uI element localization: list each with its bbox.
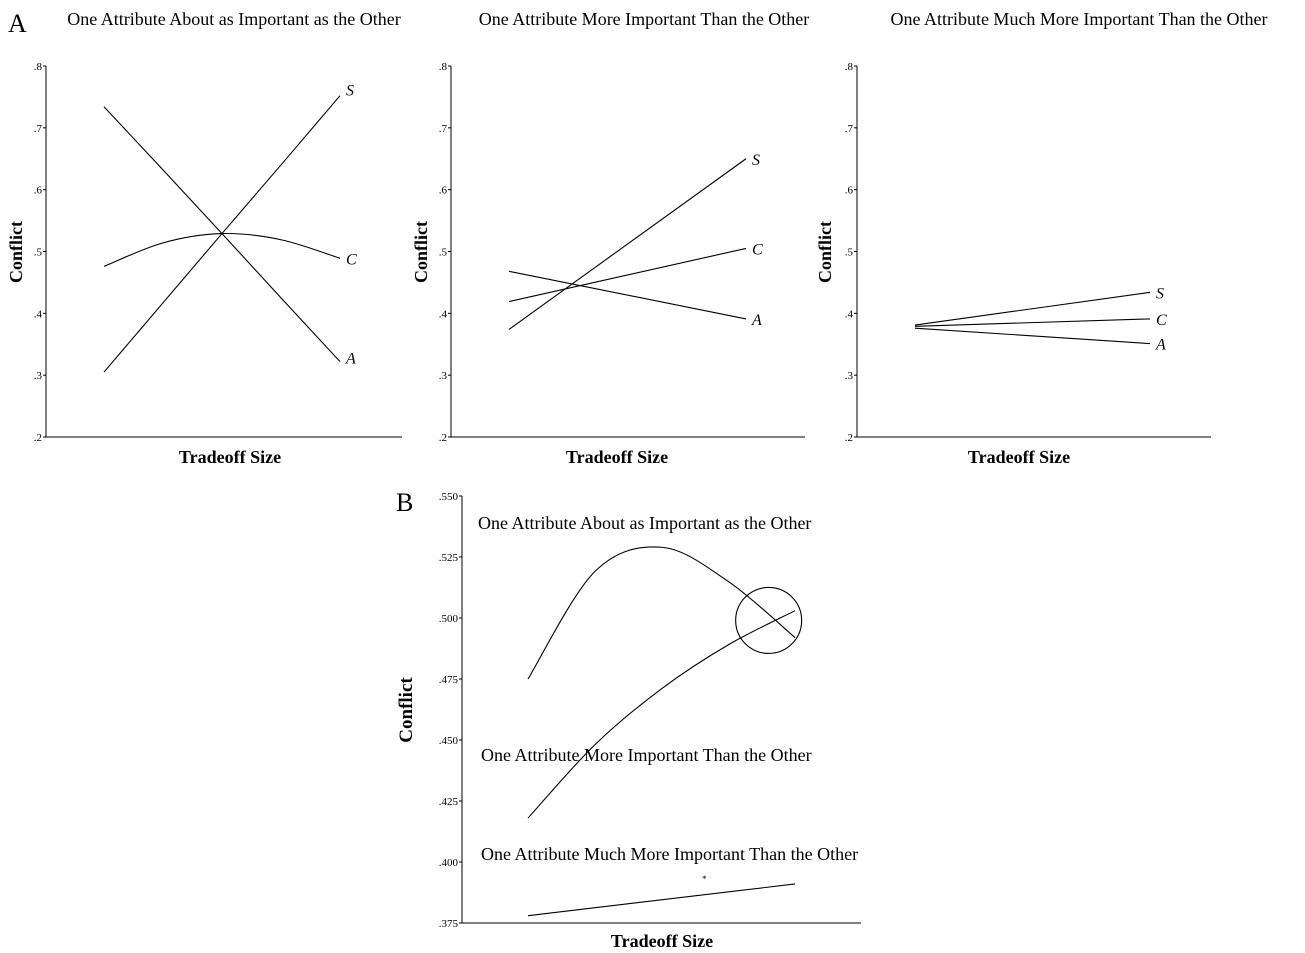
chart-b-ylabel: Conflict [396, 677, 417, 743]
chart-a2-y-tick-label: .3 [439, 370, 448, 382]
chart-a1-y-tick-label: .7 [34, 123, 43, 135]
chart-a1-y-tick-label: .3 [34, 370, 43, 382]
panel-a-letter: A [8, 9, 27, 38]
chart-a2-series: S C A [508, 152, 763, 330]
chart-b-y-tick-label: .525 [439, 552, 459, 564]
chart-a3-series-c [914, 318, 1151, 327]
chart-a2-xlabel: Tradeoff Size [566, 447, 668, 467]
chart-a3-y-tick-label: .5 [845, 247, 854, 259]
chart-a3-series-label-c: C [1156, 312, 1167, 329]
chart-a3-y-tick-label: .4 [845, 308, 854, 320]
chart-a3-y-tick-label: .6 [845, 185, 854, 197]
chart-a2: One Attribute More Important Than the Ot… [411, 9, 809, 467]
chart-a2-y-tick-label: .2 [439, 432, 447, 444]
chart-b-xlabel: Tradeoff Size [611, 931, 713, 951]
chart-b-series [527, 546, 803, 917]
chart-a1-xlabel: Tradeoff Size [179, 447, 281, 467]
chart-b: .375 .400 .425 .450 .475 .500 .525 .550 One Att… [396, 491, 861, 951]
chart-b-axes [461, 496, 861, 924]
chart-a3-series-label-a: A [1155, 337, 1166, 354]
chart-a2-y-tick-label: .7 [439, 123, 448, 135]
chart-b-y-tick-label: .400 [439, 857, 459, 869]
chart-a2-series-label-a: A [751, 312, 762, 329]
chart-b-series-label-1: One Attribute About as Important as the … [478, 513, 811, 533]
chart-a3-y-tick-label: .3 [845, 370, 854, 382]
chart-b-y-tick-label: .475 [439, 674, 459, 686]
chart-b-series-label-3: One Attribute Much More Important Than t… [481, 844, 858, 864]
chart-b-y-tick-label: .450 [439, 735, 459, 747]
chart-b-y-tick-label: .500 [439, 613, 459, 625]
chart-a3-ticks: .2 .3 .4 .5 .6 .7 .8 [845, 61, 857, 444]
chart-a3-series-label-s: S [1156, 285, 1164, 302]
chart-b-y-tick-label: .550 [439, 491, 459, 503]
chart-a1-series-label-s: S [346, 83, 354, 100]
chart-b-y-tick-label: .375 [439, 918, 459, 930]
chart-a1-series-label-c: C [346, 251, 357, 268]
chart-a3-ylabel: Conflict [815, 221, 835, 283]
chart-a2-series-s [508, 158, 747, 330]
chart-a1-ticks: .2 .3 .4 .5 .6 .7 .8 [34, 61, 46, 444]
chart-a2-series-c [508, 247, 747, 303]
chart-a2-y-tick-label: .5 [439, 247, 448, 259]
chart-a1-ylabel: Conflict [6, 221, 26, 283]
chart-b-stray-mark: * [702, 874, 707, 884]
chart-a2-ylabel: Conflict [411, 221, 431, 283]
chart-a1-series: S C A [103, 83, 357, 373]
chart-a1-title: One Attribute About as Important as the … [67, 9, 400, 29]
chart-a2-y-tick-label: .6 [439, 185, 448, 197]
chart-a2-title: One Attribute More Important Than the Ot… [479, 9, 810, 29]
chart-a1-y-tick-label: .2 [34, 432, 42, 444]
chart-b-crossing-circle [735, 586, 803, 654]
chart-a2-series-label-c: C [752, 241, 763, 258]
chart-a2-y-tick-label: .8 [439, 61, 448, 73]
chart-a3-axes [856, 66, 1211, 438]
chart-a2-y-tick-label: .4 [439, 308, 448, 320]
panel-b-letter: B [396, 488, 413, 517]
chart-a3-xlabel: Tradeoff Size [968, 447, 1070, 467]
chart-a3-series-a [914, 327, 1151, 345]
chart-a1-y-tick-label: .4 [34, 308, 43, 320]
chart-a1-series-c [103, 232, 341, 267]
chart-b-series-one-attribute-much-more-important-than-the-other [527, 883, 796, 917]
chart-a1: One Attribute About as Important as the … [6, 9, 402, 467]
chart-a1-series-a [103, 106, 341, 362]
chart-a3-series-s [914, 291, 1151, 326]
chart-a3-y-tick-label: .2 [845, 432, 853, 444]
chart-a3-y-tick-label: .7 [845, 123, 854, 135]
chart-b-series-label-2: One Attribute More Important Than the Ot… [481, 745, 812, 765]
chart-a3: One Attribute Much More Important Than t… [815, 9, 1268, 467]
chart-a3-title: One Attribute Much More Important Than t… [890, 9, 1267, 29]
chart-a2-series-a [508, 270, 747, 320]
chart-a3-y-tick-label: .8 [845, 61, 854, 73]
chart-a2-ticks: .2 .3 .4 .5 .6 .7 .8 [439, 61, 451, 444]
chart-b-ticks: .375 .400 .425 .450 .475 .500 .525 .550 [439, 491, 462, 930]
chart-b-series-one-attribute-about-as-important-as-the-other [527, 546, 796, 680]
chart-a1-series-label-a: A [345, 351, 356, 368]
chart-a3-series: SCA [914, 285, 1167, 354]
chart-b-series-one-attribute-more-important-than-the-other [527, 610, 796, 819]
chart-b-y-tick-label: .425 [439, 796, 459, 808]
chart-a1-y-tick-label: .8 [34, 61, 43, 73]
chart-a1-y-tick-label: .6 [34, 185, 43, 197]
chart-a1-y-tick-label: .5 [34, 247, 43, 259]
chart-a2-series-label-s: S [752, 152, 760, 169]
